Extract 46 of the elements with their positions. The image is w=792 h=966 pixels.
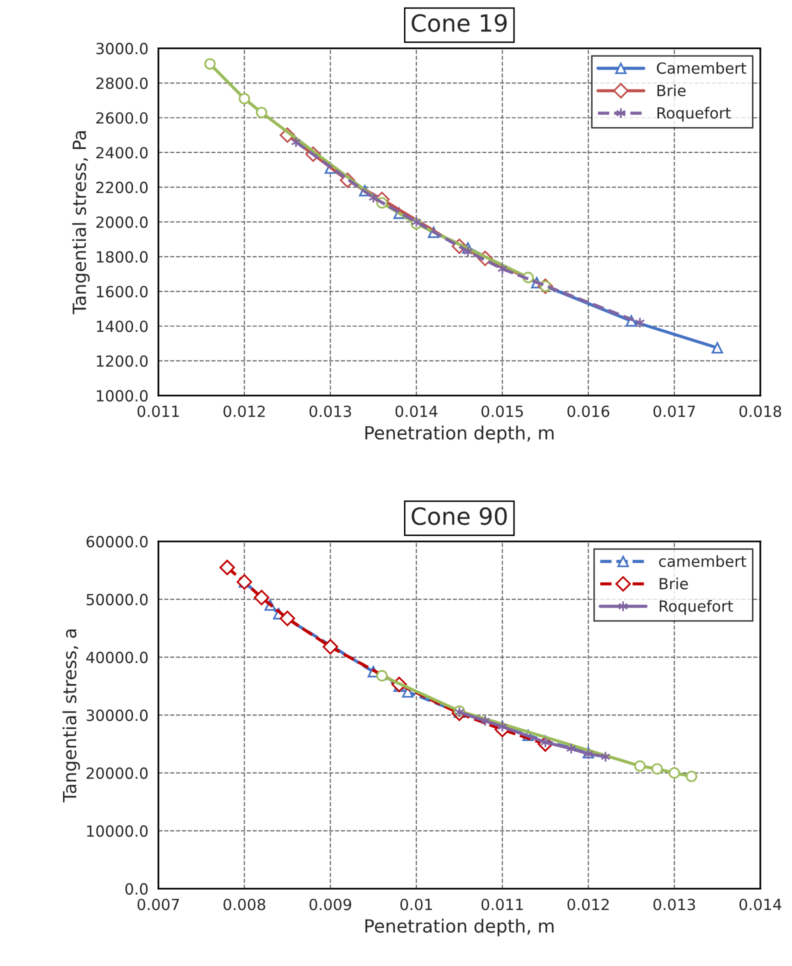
legend-label: camembert bbox=[659, 555, 746, 568]
y-tick-label: 0.0 bbox=[125, 883, 148, 895]
x-tick-label: 0.011 bbox=[138, 406, 179, 418]
x-axis-title: Penetration depth, m bbox=[365, 426, 554, 444]
x-tick-label: 0.013 bbox=[310, 406, 352, 418]
x-tick-label: 0.013 bbox=[653, 898, 695, 910]
x-tick-label: 0.014 bbox=[739, 898, 782, 910]
x-tick-label: 0.018 bbox=[739, 406, 782, 418]
y-tick-label: 1600.0 bbox=[96, 286, 148, 298]
y-tick-label: 30000.0 bbox=[86, 710, 148, 722]
y-tick-label: 3000.0 bbox=[96, 42, 148, 54]
x-tick-label: 0.009 bbox=[310, 898, 352, 910]
y-tick-label: 2000.0 bbox=[96, 216, 148, 228]
y-tick-label: 1000.0 bbox=[96, 390, 148, 402]
legend-label: Roquefort bbox=[658, 106, 731, 122]
x-tick-label: 0.01 bbox=[400, 898, 432, 910]
y-tick-label: 1200.0 bbox=[96, 355, 148, 367]
y-tick-label: 50000.0 bbox=[86, 594, 148, 606]
y-axis-title: Tangential stress, Pa bbox=[72, 131, 90, 314]
x-tick-label: 0.007 bbox=[138, 898, 179, 910]
y-tick-label: 2400.0 bbox=[96, 146, 148, 159]
y-tick-label: 1800.0 bbox=[96, 251, 148, 263]
y-tick-label: 20000.0 bbox=[86, 767, 148, 779]
x-tick-label: 0.012 bbox=[224, 406, 265, 418]
y-tick-label: 40000.0 bbox=[86, 652, 148, 664]
x-tick-label: 0.008 bbox=[224, 898, 266, 910]
y-axis-title: Tangential stress, a bbox=[62, 629, 80, 802]
y-tick-label: 10000.0 bbox=[87, 825, 148, 837]
y-tick-label: 1400.0 bbox=[96, 320, 148, 332]
legend-label: Roquefort bbox=[660, 600, 733, 615]
x-tick-label: 0.016 bbox=[567, 406, 610, 418]
y-tick-label: 2600.0 bbox=[96, 112, 148, 124]
chart-title: Cone 90 bbox=[412, 507, 507, 526]
chart-title: Cone 19 bbox=[412, 14, 507, 32]
legend-label: Camembert bbox=[656, 62, 746, 74]
x-tick-label: 0.011 bbox=[481, 898, 523, 910]
legend-label: Brie bbox=[658, 84, 686, 96]
x-tick-label: 0.014 bbox=[396, 406, 438, 418]
x-tick-label: 0.012 bbox=[567, 898, 609, 910]
x-tick-label: 0.017 bbox=[653, 406, 695, 418]
x-axis-title: Penetration depth, m bbox=[365, 918, 554, 936]
y-tick-label: 60000.0 bbox=[86, 536, 148, 548]
y-tick-label: 2800.0 bbox=[96, 77, 148, 90]
x-tick-label: 0.015 bbox=[481, 406, 523, 418]
y-tick-label: 2200.0 bbox=[96, 182, 148, 194]
legend-label: Brie bbox=[660, 578, 688, 590]
